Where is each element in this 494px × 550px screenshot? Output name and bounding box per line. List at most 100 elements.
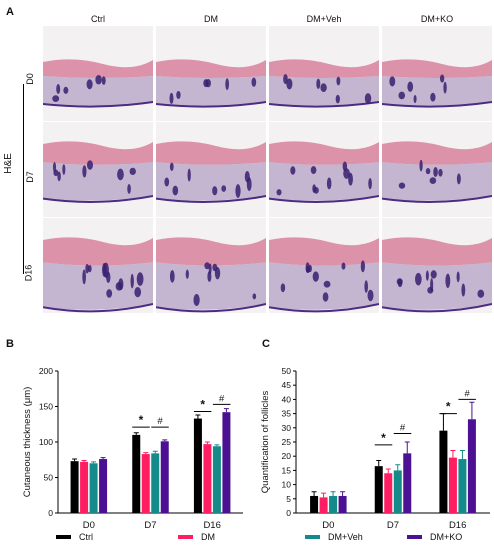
legend-swatch-dm bbox=[178, 535, 193, 539]
follicles-y-tick-label: 10 bbox=[282, 480, 292, 490]
histology-image-d0-dm-ko bbox=[382, 26, 492, 121]
thickness-significance-marker: # bbox=[157, 416, 163, 427]
thickness-bar-d7-dm-veh bbox=[151, 453, 160, 513]
follicles-y-tick-label: 50 bbox=[282, 366, 292, 376]
follicles-error-bar bbox=[340, 491, 346, 496]
follicles-bar-d16-dm bbox=[448, 457, 457, 513]
he-bracket-line bbox=[23, 84, 24, 274]
follicles-y-tick-label: 25 bbox=[282, 437, 292, 447]
follicles-error-bar bbox=[459, 450, 465, 460]
follicles-x-tick-label: D0 bbox=[322, 520, 334, 528]
thickness-y-tick-label: 0 bbox=[48, 508, 53, 518]
panel-c-label: C bbox=[262, 338, 270, 350]
follicles-bar-d7-dm-ko bbox=[403, 453, 412, 513]
thickness-error-bar bbox=[133, 432, 139, 435]
thickness-error-bar bbox=[204, 441, 210, 445]
thickness-significance-marker: * bbox=[200, 397, 205, 411]
col-header-ctrl: Ctrl bbox=[91, 14, 105, 24]
thickness-bar-d16-dm-veh bbox=[212, 446, 221, 513]
histology-picture bbox=[269, 122, 379, 217]
col-header-dm-veh: DM+Veh bbox=[306, 14, 342, 24]
histology-picture bbox=[382, 26, 492, 121]
follicles-error-bar bbox=[385, 468, 391, 474]
col-header-dm-ko: DM+KO bbox=[420, 14, 454, 24]
histology-image-d0-dm-veh bbox=[269, 26, 379, 121]
histology-image-d0-ctrl bbox=[43, 26, 153, 121]
follicles-error-bar bbox=[321, 492, 327, 498]
follicles-x-tick-label: D7 bbox=[387, 520, 399, 528]
thickness-y-tick-label: 50 bbox=[44, 473, 54, 483]
thickness-error-bar bbox=[72, 458, 78, 462]
panel-b-label: B bbox=[6, 338, 14, 350]
histology-picture bbox=[269, 218, 379, 313]
follicles-error-bar bbox=[450, 450, 456, 458]
thickness-bar-d16-dm-ko bbox=[222, 412, 231, 513]
follicles-bar-d7-dm-veh bbox=[393, 470, 402, 513]
follicles-bar-d0-dm-veh bbox=[329, 495, 338, 513]
legend-swatch-dm-veh bbox=[305, 535, 320, 539]
histology-picture bbox=[382, 122, 492, 217]
follicles-significance-marker: # bbox=[400, 422, 406, 433]
histology-picture bbox=[43, 26, 153, 121]
follicles-bar-d16-ctrl bbox=[439, 430, 448, 513]
follicles-error-bar bbox=[376, 459, 382, 467]
thickness-significance-marker: # bbox=[219, 393, 225, 404]
thickness-error-bar bbox=[214, 444, 220, 447]
legend-swatch-ctrl bbox=[56, 535, 71, 539]
thickness-error-bar bbox=[152, 450, 158, 454]
follicles-y-tick-label: 40 bbox=[282, 394, 292, 404]
follicles-y-tick-label: 35 bbox=[282, 409, 292, 419]
histology-image-d0-dm bbox=[156, 26, 266, 121]
thickness-y-tick-label: 200 bbox=[39, 366, 53, 376]
histology-picture bbox=[156, 26, 266, 121]
follicles-x-tick-label: D16 bbox=[449, 520, 466, 528]
thickness-error-bar bbox=[143, 452, 149, 455]
row-label-d0: D0 bbox=[24, 73, 35, 85]
follicles-bar-d7-dm bbox=[384, 473, 393, 513]
he-stain-label: H&E bbox=[2, 153, 14, 174]
follicles-bar-d0-dm-ko bbox=[338, 495, 347, 513]
histology-picture bbox=[382, 218, 492, 313]
histology-image-d7-dm-ko bbox=[382, 122, 492, 217]
histology-picture bbox=[156, 218, 266, 313]
row-label-d7: D7 bbox=[24, 171, 35, 183]
follicles-bar-d0-ctrl bbox=[310, 495, 319, 513]
thickness-error-bar bbox=[195, 414, 201, 419]
follicles-y-tick-label: 0 bbox=[286, 508, 291, 518]
follicles-error-bar bbox=[469, 401, 475, 420]
thickness-error-bar bbox=[223, 408, 229, 413]
histology-image-d7-ctrl bbox=[43, 122, 153, 217]
histology-image-d7-dm-veh bbox=[269, 122, 379, 217]
histology-image-d16-dm-ko bbox=[382, 218, 492, 313]
thickness-bar-d7-dm-ko bbox=[160, 441, 169, 513]
thickness-bar-d16-dm bbox=[203, 444, 212, 513]
thickness-bar-d7-ctrl bbox=[132, 434, 141, 513]
follicles-significance-marker: * bbox=[446, 400, 451, 414]
follicles-significance-marker: # bbox=[465, 388, 471, 399]
histology-image-d7-dm bbox=[156, 122, 266, 217]
thickness-y-tick-label: 100 bbox=[39, 437, 53, 447]
thickness-error-bar bbox=[100, 457, 106, 460]
thickness-bar-d0-dm-ko bbox=[99, 459, 108, 513]
histology-picture bbox=[43, 122, 153, 217]
thickness-bar-d0-dm-veh bbox=[89, 463, 98, 513]
follicles-y-tick-label: 15 bbox=[282, 465, 292, 475]
thickness-bar-d0-dm bbox=[80, 461, 89, 513]
follicles-y-tick-label: 5 bbox=[286, 494, 291, 504]
thickness-y-tick-label: 150 bbox=[39, 402, 53, 412]
histology-picture bbox=[269, 26, 379, 121]
follicles-error-bar bbox=[404, 441, 410, 454]
follicles-bar-d16-dm-ko bbox=[467, 419, 476, 513]
panel-a-label: A bbox=[6, 6, 14, 18]
thickness-bar-d0-ctrl bbox=[70, 461, 79, 513]
histology-picture bbox=[43, 218, 153, 313]
row-label-d16: D16 bbox=[23, 264, 34, 282]
follicles-bar-d16-dm-veh bbox=[458, 459, 467, 513]
follicles-error-bar bbox=[330, 491, 336, 496]
thickness-bar-d16-ctrl bbox=[193, 418, 202, 513]
legend-item-dm-veh: DM+Veh bbox=[305, 532, 363, 542]
legend: Ctrl DM DM+Veh DM+KO bbox=[0, 530, 494, 546]
thickness-error-bar bbox=[162, 439, 168, 442]
histology-image-d16-ctrl bbox=[43, 218, 153, 313]
thickness-x-tick-label: D7 bbox=[144, 520, 156, 528]
